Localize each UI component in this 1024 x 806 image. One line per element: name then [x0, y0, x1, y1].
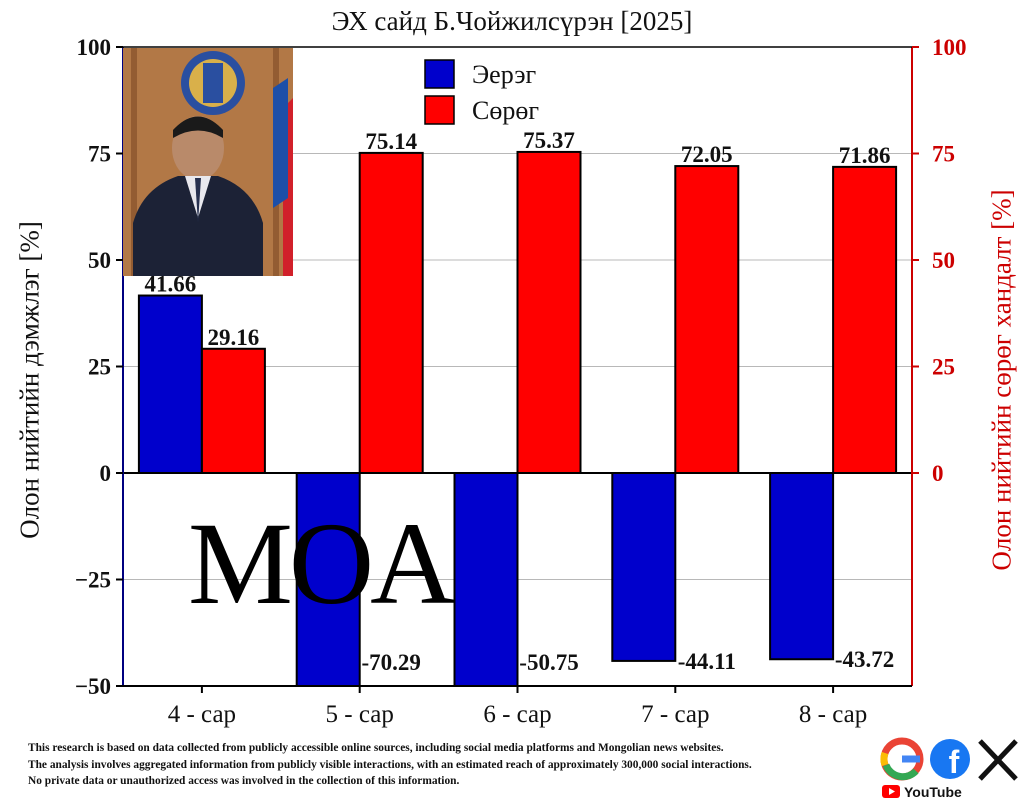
- portrait-photo: [123, 48, 293, 276]
- legend-swatch: [424, 59, 455, 89]
- y-tick-label-right: 50: [932, 248, 955, 273]
- footer-line: No private data or unauthorized access w…: [28, 775, 460, 787]
- bar-negative: [358, 151, 424, 474]
- bar-positive: [295, 472, 361, 687]
- bar-negative: [200, 347, 266, 475]
- bar-positive: [453, 472, 519, 687]
- bar-negative: [516, 150, 582, 474]
- legend-label: Сөрөг: [472, 96, 539, 125]
- x-tick-label: 6 - сар: [483, 701, 551, 728]
- x-tick-label: 8 - сар: [799, 701, 867, 728]
- y-tick-label-left: 100: [77, 35, 112, 60]
- x-tick-label: 5 - сар: [326, 701, 394, 728]
- youtube-icon: [882, 785, 900, 798]
- bar-positive: [769, 472, 835, 661]
- y-tick-label-left: −25: [75, 568, 111, 593]
- y-tick-label-left: 50: [88, 248, 111, 273]
- y-tick-label-left: −50: [75, 674, 111, 699]
- x-icon: [978, 739, 1018, 781]
- y-axis-label-right: Олон нийтийн сөрөг хандалт [%]: [986, 189, 1017, 571]
- x-tick-label: 7 - сар: [641, 701, 709, 728]
- value-label: -44.11: [678, 649, 736, 674]
- y-tick-label-left: 25: [88, 355, 111, 380]
- value-label: 71.86: [839, 143, 891, 168]
- value-label: -50.75: [519, 650, 578, 675]
- chart-title: ЭХ сайд Б.Чойжилсүрэн [2025]: [331, 6, 693, 36]
- y-tick-label-right: 75: [932, 142, 955, 167]
- footer-line: The analysis involves aggregated informa…: [28, 758, 752, 771]
- youtube-label: YouTube: [904, 784, 962, 800]
- y-tick-label-left: 75: [88, 142, 111, 167]
- watermark: MOA: [188, 498, 455, 629]
- y-axis-label-left: Олон нийтийн дэмжлэг [%]: [14, 221, 45, 539]
- bar-positive: [611, 472, 677, 662]
- footer-line: This research is based on data collected…: [28, 742, 724, 754]
- value-label: -43.72: [835, 647, 894, 672]
- social-logos: f YouTube: [880, 735, 1020, 801]
- value-label: 29.16: [208, 325, 260, 350]
- tick-labels: −50 −25 0 25 50 75 100 0 25 50 75 100 4 - сар 5 - сар…: [75, 35, 967, 728]
- y-tick-label-right: 100: [932, 35, 967, 60]
- legend-swatch: [424, 95, 455, 125]
- bar-negative: [674, 165, 740, 475]
- legend-label: Эерэг: [472, 60, 536, 89]
- y-tick-label-left: 0: [100, 461, 112, 486]
- value-label: 72.05: [681, 142, 733, 167]
- svg-text:f: f: [949, 744, 960, 780]
- legend: Эерэг Сөрөг: [424, 59, 539, 125]
- facebook-icon: f: [930, 739, 970, 780]
- google-icon: [880, 737, 924, 781]
- value-label: -70.29: [361, 650, 420, 675]
- value-label: 75.14: [365, 129, 417, 154]
- y-tick-label-right: 0: [932, 461, 944, 486]
- bar-negative: [832, 165, 898, 474]
- x-tick-label: 4 - сар: [168, 701, 236, 728]
- value-label: 75.37: [523, 128, 575, 153]
- bar-positive: [137, 294, 203, 475]
- y-tick-label-right: 25: [932, 355, 955, 380]
- footer-note: This research is based on data collected…: [28, 740, 888, 790]
